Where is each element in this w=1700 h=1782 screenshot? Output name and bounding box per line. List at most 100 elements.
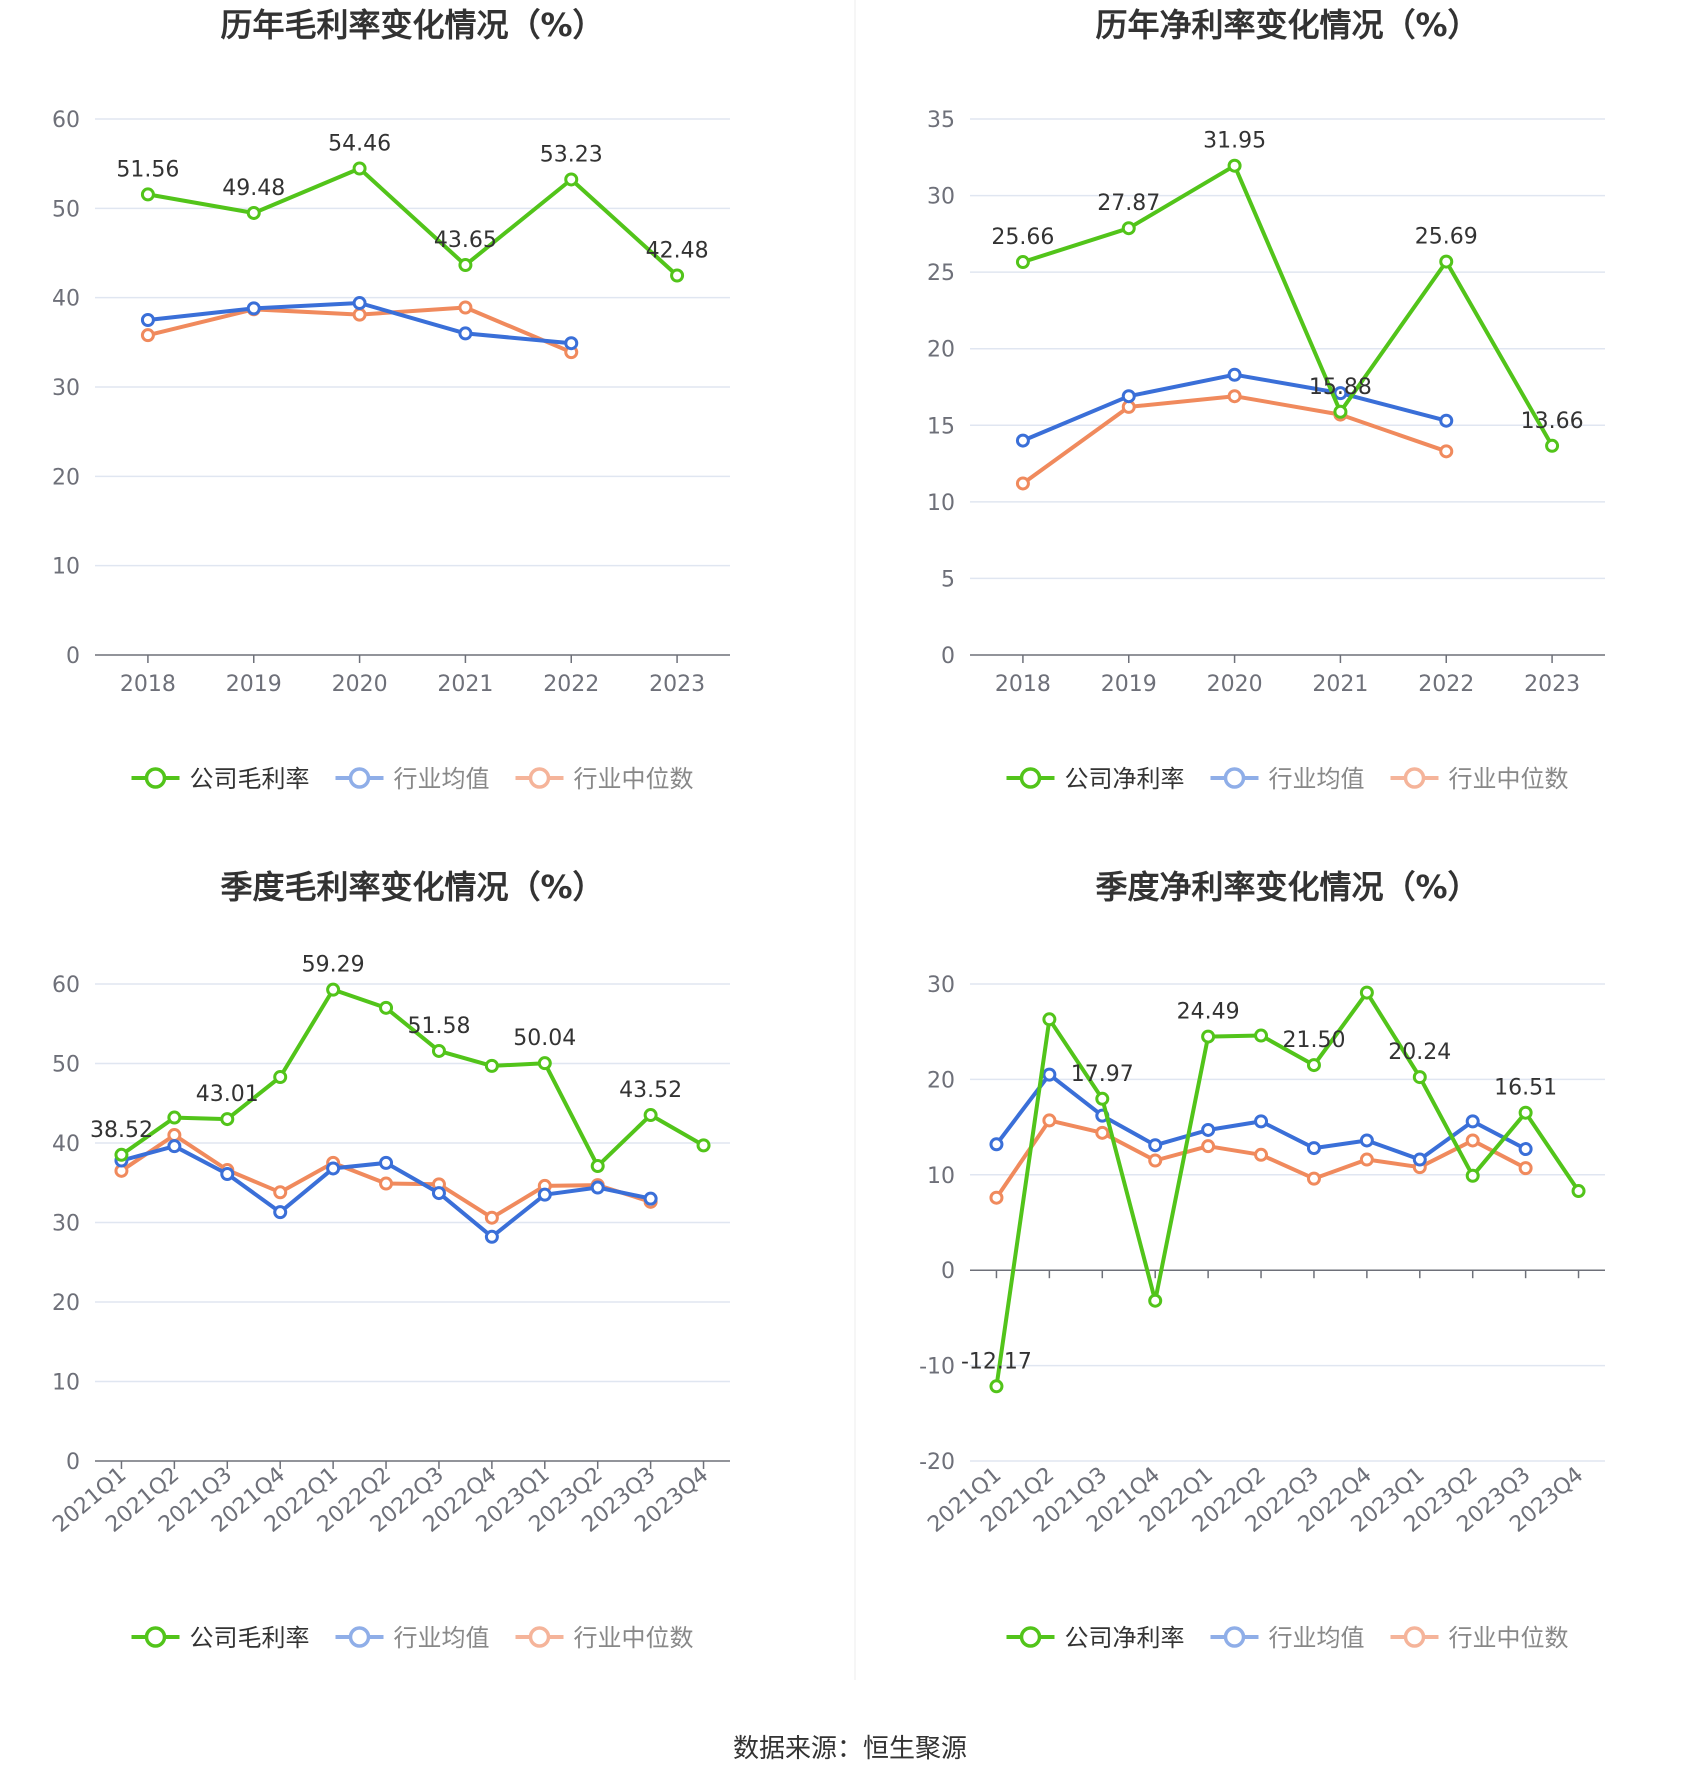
legend-item-2[interactable]: 行业均值 (335, 1624, 490, 1652)
data-point[interactable] (352, 161, 367, 176)
data-point[interactable] (1412, 1152, 1427, 1167)
data-point[interactable] (1518, 1142, 1533, 1157)
data-point[interactable] (484, 1058, 499, 1073)
data-point[interactable] (352, 296, 367, 311)
data-point[interactable] (1201, 1139, 1216, 1154)
data-point[interactable] (220, 1112, 235, 1127)
data-point[interactable] (1042, 1012, 1057, 1027)
data-point[interactable] (989, 1379, 1004, 1394)
data-point[interactable] (1465, 1114, 1480, 1129)
legend-item-1[interactable]: 公司净利率 (1006, 1624, 1185, 1652)
data-point[interactable] (1227, 389, 1242, 404)
data-point[interactable] (431, 1043, 446, 1058)
data-point[interactable] (1148, 1153, 1163, 1168)
data-point[interactable] (484, 1210, 499, 1225)
data-point[interactable] (1571, 1184, 1586, 1199)
data-point[interactable] (1518, 1105, 1533, 1120)
data-point[interactable] (1465, 1133, 1480, 1148)
data-point[interactable] (1359, 985, 1374, 1000)
data-point[interactable] (1439, 413, 1454, 428)
data-point[interactable] (1465, 1168, 1480, 1183)
data-point[interactable] (1439, 444, 1454, 459)
data-point[interactable] (1333, 404, 1348, 419)
data-point[interactable] (643, 1191, 658, 1206)
data-point[interactable] (1121, 389, 1136, 404)
legend-item-3[interactable]: 行业中位数 (515, 1624, 694, 1652)
data-point[interactable] (431, 1186, 446, 1201)
data-point[interactable] (1201, 1122, 1216, 1137)
data-point[interactable] (590, 1180, 605, 1195)
legend-item-3[interactable]: 行业中位数 (1390, 1624, 1569, 1652)
legend-item-3[interactable]: 行业中位数 (515, 765, 694, 793)
data-point[interactable] (458, 300, 473, 315)
data-point[interactable] (989, 1190, 1004, 1205)
data-point[interactable] (140, 187, 155, 202)
legend-item-3[interactable]: 行业中位数 (1390, 765, 1569, 793)
data-point[interactable] (1095, 1091, 1110, 1106)
data-point[interactable] (273, 1185, 288, 1200)
data-point[interactable] (1148, 1293, 1163, 1308)
data-point[interactable] (1545, 438, 1560, 453)
data-point[interactable] (1254, 1147, 1269, 1162)
data-point[interactable] (1095, 1125, 1110, 1140)
data-point[interactable] (273, 1205, 288, 1220)
data-point[interactable] (1359, 1152, 1374, 1167)
data-point[interactable] (1015, 476, 1030, 491)
data-point[interactable] (696, 1138, 711, 1153)
data-point[interactable] (1015, 433, 1030, 448)
data-point[interactable] (458, 258, 473, 273)
data-point[interactable] (114, 1147, 129, 1162)
data-point[interactable] (1227, 158, 1242, 173)
data-point[interactable] (167, 1110, 182, 1125)
data-point[interactable] (140, 328, 155, 343)
data-point[interactable] (379, 1176, 394, 1191)
data-point[interactable] (484, 1229, 499, 1244)
data-point[interactable] (537, 1056, 552, 1071)
data-point[interactable] (379, 1155, 394, 1170)
data-point[interactable] (1042, 1067, 1057, 1082)
legend-item-1[interactable]: 公司毛利率 (131, 1624, 310, 1652)
data-point[interactable] (1042, 1113, 1057, 1128)
data-point[interactable] (1254, 1028, 1269, 1043)
data-point[interactable] (140, 313, 155, 327)
data-point[interactable] (167, 1128, 182, 1143)
data-point[interactable] (220, 1167, 235, 1182)
data-point[interactable] (590, 1159, 605, 1174)
data-point[interactable] (564, 172, 579, 187)
data-point[interactable] (1306, 1141, 1321, 1156)
data-point[interactable] (989, 1137, 1004, 1152)
data-point[interactable] (1306, 1171, 1321, 1186)
data-point[interactable] (1359, 1133, 1374, 1148)
data-point[interactable] (326, 1161, 341, 1176)
data-point[interactable] (458, 326, 473, 341)
data-point[interactable] (352, 307, 367, 322)
legend-item-1[interactable]: 公司净利率 (1006, 765, 1185, 793)
legend-item-2[interactable]: 行业均值 (1210, 1624, 1365, 1652)
data-point[interactable] (246, 205, 261, 220)
data-point[interactable] (537, 1187, 552, 1202)
data-point[interactable] (564, 336, 579, 351)
data-point[interactable] (1412, 1070, 1427, 1085)
legend-item-2[interactable]: 行业均值 (1210, 765, 1365, 793)
legend-item-1[interactable]: 公司毛利率 (131, 765, 310, 793)
data-point[interactable] (273, 1070, 288, 1085)
data-point[interactable] (1201, 1029, 1216, 1044)
data-point[interactable] (1227, 367, 1242, 382)
data-point[interactable] (379, 1000, 394, 1015)
data-point[interactable] (1148, 1138, 1163, 1153)
data-point[interactable] (643, 1108, 658, 1123)
data-point[interactable] (1254, 1114, 1269, 1129)
legend-item-2[interactable]: 行业均值 (335, 765, 490, 793)
data-point[interactable] (1015, 255, 1030, 270)
data-point[interactable] (1306, 1058, 1321, 1073)
legend-label: 公司净利率 (1065, 1624, 1185, 1652)
data-point[interactable] (670, 268, 685, 283)
legend-label: 行业中位数 (574, 1624, 694, 1652)
data-point[interactable] (326, 982, 341, 997)
data-point[interactable] (1333, 386, 1348, 401)
data-point[interactable] (167, 1139, 182, 1154)
data-point[interactable] (1121, 221, 1136, 236)
data-point[interactable] (1518, 1161, 1533, 1176)
data-point[interactable] (246, 301, 261, 316)
data-point[interactable] (1439, 254, 1454, 269)
